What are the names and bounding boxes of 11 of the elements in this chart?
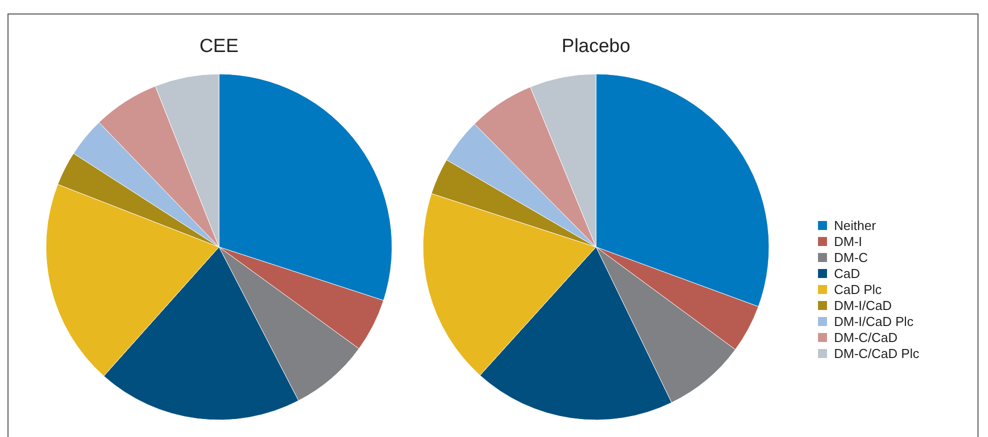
legend-label: CaD [834, 266, 860, 281]
legend-label: DM-C [834, 250, 868, 265]
slice-label: Placebo [562, 36, 630, 57]
slice-label: CEE [199, 36, 239, 57]
legend-label: DM-C/CaD Plc [834, 346, 920, 361]
legend-label: CaD Plc [834, 282, 882, 297]
legend-label: DM-C/CaD [834, 330, 898, 345]
legend-label: DM-I [834, 234, 862, 249]
legend-label: DM-I/CaD Plc [834, 314, 914, 329]
legend-label: Neither [834, 218, 877, 233]
legend-label: DM-I/CaD [834, 298, 892, 313]
